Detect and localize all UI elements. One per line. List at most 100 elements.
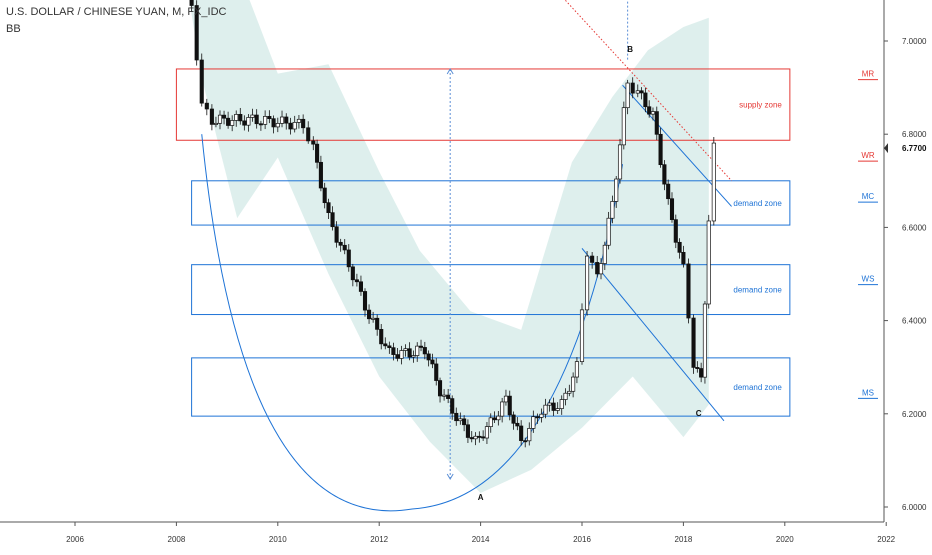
candle-body — [346, 249, 351, 268]
candle-body — [296, 118, 301, 123]
candle-body — [371, 317, 376, 320]
candle-body — [523, 440, 528, 443]
supply-zone-label: supply zone — [739, 101, 782, 110]
candle-body — [383, 343, 388, 347]
candle-body — [399, 350, 404, 359]
candle-body — [350, 266, 355, 281]
candle-body — [515, 422, 520, 427]
chart-title: U.S. DOLLAR / CHINESE YUAN, M, FX_IDC — [6, 6, 227, 18]
measure-arrow-up — [446, 67, 454, 75]
candle-body — [686, 263, 691, 319]
candle-body — [311, 140, 316, 145]
candle-body — [426, 353, 431, 361]
demand-zone-label: demand zone — [733, 286, 782, 295]
demand-zone-2[interactable] — [191, 264, 791, 316]
candle-body — [354, 279, 359, 283]
candle-body — [250, 114, 255, 118]
x-tick-label: 2008 — [168, 535, 186, 544]
demand-zone-label: demand zone — [733, 383, 782, 392]
candle-body — [543, 404, 548, 415]
x-tick-label: 2014 — [472, 535, 490, 544]
candle-body — [614, 178, 619, 202]
candle-body — [254, 114, 259, 125]
candle-body — [213, 122, 218, 125]
pivot-label-mc: MC — [862, 192, 875, 201]
candle-body — [695, 367, 700, 369]
pivot-label-mr: MR — [862, 70, 875, 79]
candle-body — [617, 144, 623, 180]
x-tick-label: 2016 — [573, 535, 591, 544]
supply-zone[interactable] — [175, 68, 791, 141]
candle-body — [621, 107, 626, 146]
candle-body — [500, 401, 505, 417]
last-price-pointer — [884, 143, 888, 154]
candle-body — [288, 122, 293, 130]
candle-body — [458, 418, 463, 422]
candle-body — [189, 0, 194, 6]
x-tick-label: 2018 — [675, 535, 693, 544]
candle-body — [407, 348, 412, 358]
candle-body — [555, 408, 560, 411]
candle-body — [422, 347, 427, 355]
candle-body — [610, 201, 615, 219]
candle-body — [635, 90, 640, 94]
candle-body — [625, 82, 630, 109]
candle-body — [334, 226, 339, 243]
candle-body — [246, 117, 251, 126]
candle-body — [204, 102, 209, 110]
candle-body — [301, 118, 306, 129]
cup-arc[interactable] — [201, 134, 624, 512]
candle-body — [681, 251, 686, 265]
candle-body — [194, 5, 199, 61]
candle-body — [217, 114, 223, 124]
candle-body — [234, 114, 239, 121]
candle-body — [442, 394, 447, 397]
candle-body — [590, 255, 595, 263]
candle-body — [662, 164, 667, 185]
candle-body — [691, 317, 696, 368]
candle-body — [434, 363, 439, 381]
candle-body — [415, 345, 420, 356]
pivot-point-a: A — [478, 493, 484, 502]
x-tick-label: 2006 — [66, 535, 84, 544]
candle-body — [711, 142, 716, 222]
candle-body — [230, 120, 235, 126]
candle-body — [430, 359, 435, 365]
candle-body — [666, 183, 671, 200]
measure-arrow-down — [446, 473, 454, 481]
candle-body — [284, 116, 289, 124]
candle-body — [263, 116, 268, 125]
candle-body — [454, 412, 459, 422]
candle-body — [387, 345, 392, 349]
candle-body — [362, 291, 368, 311]
demand-zone-1[interactable] — [191, 180, 791, 226]
candle-body — [395, 354, 400, 359]
candle-body — [279, 116, 285, 124]
candle-body — [531, 416, 536, 429]
candle-body — [706, 220, 711, 305]
y-tick-label: 6.6000 — [902, 223, 927, 232]
candle-body — [437, 380, 443, 397]
candle-body — [650, 111, 656, 115]
candle-body — [338, 241, 343, 246]
demand-zone-label: demand zone — [733, 199, 782, 208]
candle-body — [507, 395, 512, 416]
y-tick-label: 6.2000 — [902, 410, 927, 419]
candle-body — [275, 123, 280, 128]
candle-body — [496, 415, 501, 421]
candle-body — [677, 241, 682, 253]
candle-body — [602, 244, 607, 264]
candle-body — [473, 435, 478, 440]
candle-body — [403, 348, 408, 351]
candle-body — [563, 392, 568, 400]
descending-trendline[interactable] — [34, 0, 732, 182]
candle-body — [222, 114, 227, 119]
channel-line-2[interactable] — [581, 248, 725, 422]
candle-body — [465, 424, 470, 438]
candle-body — [242, 120, 247, 126]
candle-body — [658, 133, 663, 166]
y-tick-label: 6.4000 — [902, 317, 927, 326]
candle-body — [547, 402, 552, 406]
